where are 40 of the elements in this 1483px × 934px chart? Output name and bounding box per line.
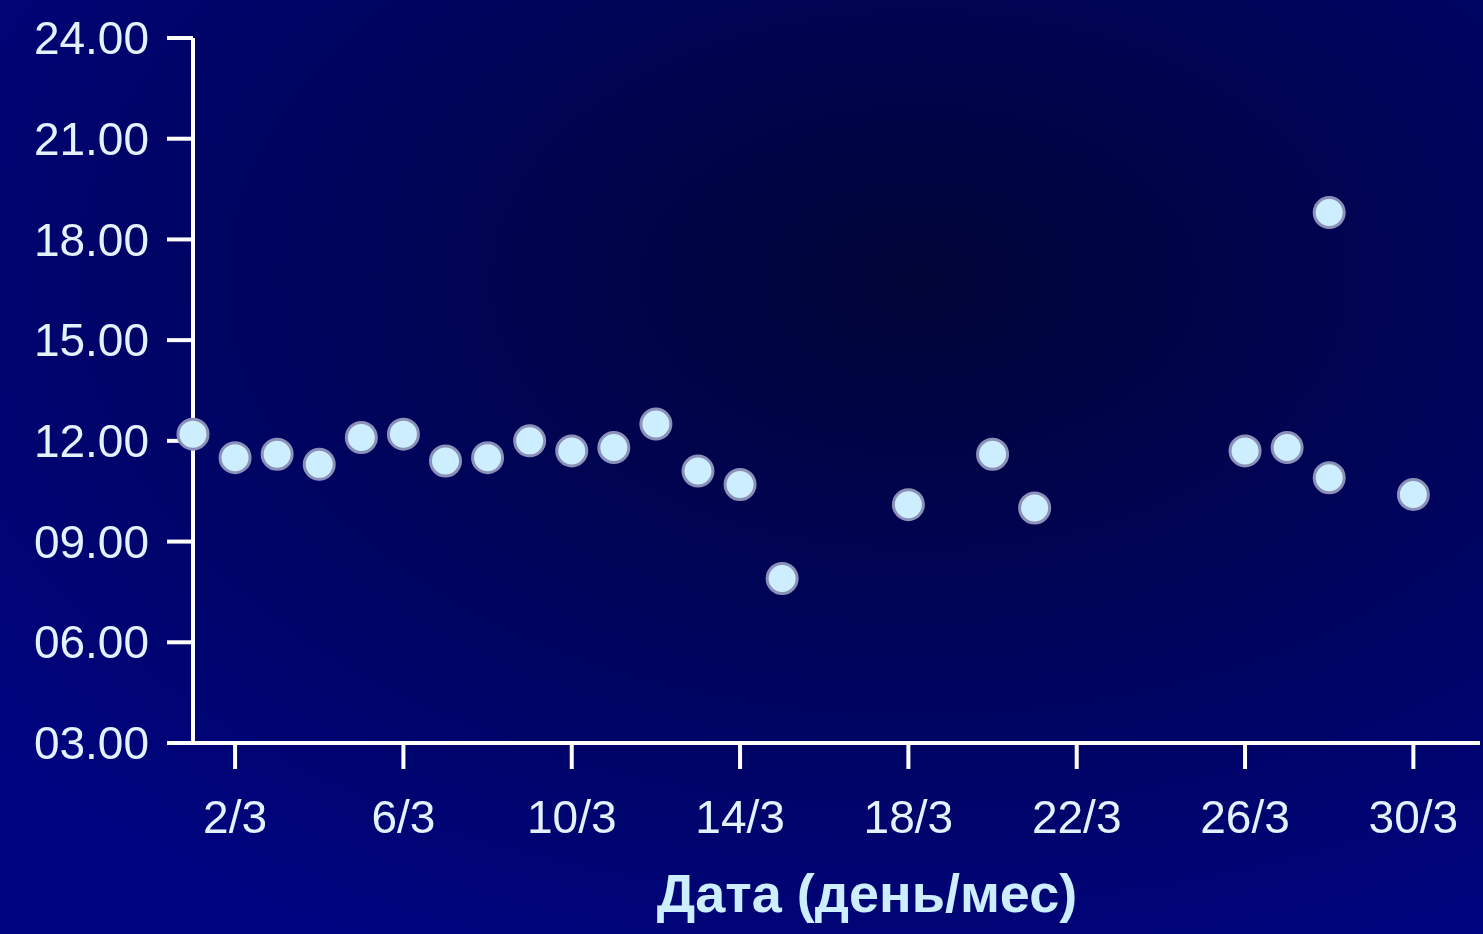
point <box>513 424 547 458</box>
x-tick-label: 6/3 <box>371 791 436 843</box>
x-axis-title: Дата (день/мес) <box>656 863 1078 923</box>
x-tick-label: 30/3 <box>1368 791 1459 843</box>
point <box>471 441 505 475</box>
point <box>260 437 294 471</box>
x-tick-label: 26/3 <box>1200 791 1290 843</box>
point <box>302 447 336 481</box>
y-tick-label: 12.00 <box>33 414 149 467</box>
point <box>639 407 673 441</box>
y-tick-label: 21.00 <box>33 112 149 165</box>
point <box>1018 491 1052 525</box>
x-tick-label: 14/3 <box>695 791 785 843</box>
point <box>1270 431 1304 465</box>
x-tick-label: 2/3 <box>203 791 268 843</box>
x-tick-label: 18/3 <box>863 791 954 843</box>
point <box>723 468 757 501</box>
x-tick-label: 22/3 <box>1031 791 1122 843</box>
y-tick-label: 03.00 <box>33 717 149 770</box>
y-tick-label: 24.00 <box>33 12 149 65</box>
y-tick-label: 09.00 <box>33 515 149 568</box>
y-tick-label: 15.00 <box>33 314 149 367</box>
point <box>597 431 631 465</box>
point <box>386 417 420 451</box>
point <box>1312 196 1346 230</box>
point <box>681 454 715 488</box>
point <box>765 562 799 595</box>
point <box>428 444 462 478</box>
point <box>555 434 589 468</box>
y-tick-label: 06.00 <box>33 616 149 669</box>
x-tick-label: 10/3 <box>526 791 617 843</box>
point <box>1396 478 1430 512</box>
point <box>976 437 1010 471</box>
y-tick-label: 18.00 <box>33 213 149 266</box>
point <box>344 421 378 454</box>
point <box>1228 434 1262 468</box>
point <box>176 417 210 451</box>
point <box>1312 461 1346 495</box>
point <box>218 441 252 475</box>
point <box>891 488 925 522</box>
